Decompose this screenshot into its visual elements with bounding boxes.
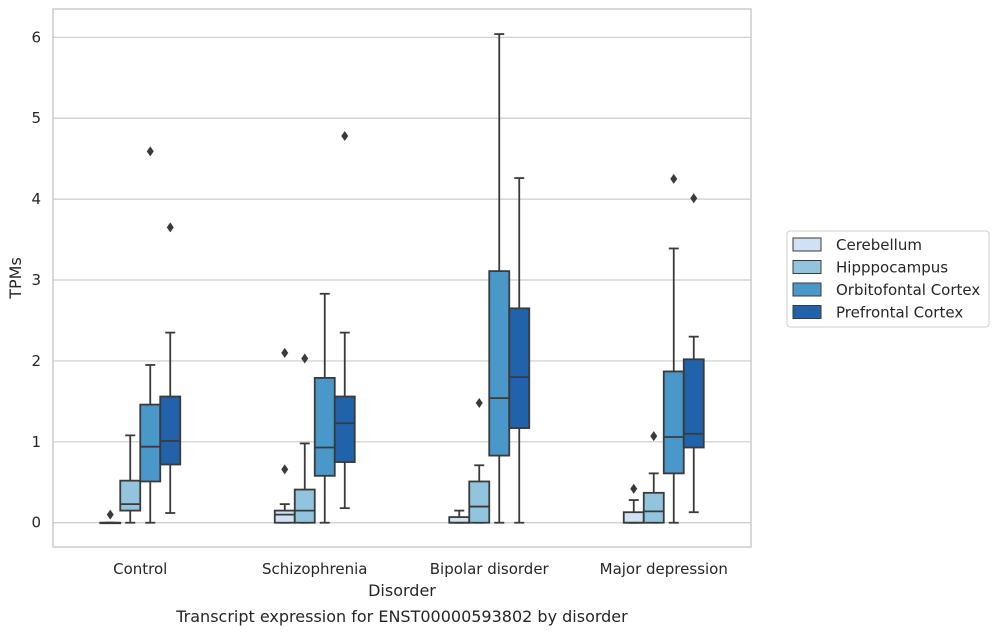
x-tick-label: Major depression <box>600 560 728 578</box>
box-iqr <box>508 307 531 429</box>
box-iqr <box>119 479 142 512</box>
x-tick-label: Schizophrenia <box>262 560 367 578</box>
y-tick-label: 5 <box>31 109 41 127</box>
box-cerebellum <box>273 347 296 524</box>
box-iqr <box>622 511 645 524</box>
outlier-point <box>106 509 114 520</box>
box-iqr <box>273 509 296 524</box>
outlier-point <box>475 397 483 408</box>
box-iqr <box>468 480 491 524</box>
box-orbitofontal-cortex <box>488 33 511 524</box>
box-iqr <box>682 358 705 449</box>
outlier-point <box>146 146 154 157</box>
box-prefrontal-cortex <box>682 193 705 514</box>
box-hipppocampus <box>119 434 142 524</box>
outlier-point <box>650 431 658 442</box>
box-iqr <box>333 395 356 463</box>
outlier-point <box>670 173 678 184</box>
box-iqr <box>662 370 685 475</box>
outlier-point <box>690 193 698 204</box>
boxes-layer <box>99 33 705 525</box>
box-hipppocampus <box>642 431 665 524</box>
legend: Cerebellum Hipppocampus Orbitofontal Corte… <box>786 230 990 328</box>
x-tick-label: Control <box>113 560 167 578</box>
x-axis-label: Disorder <box>368 581 436 600</box>
box-orbitofontal-cortex <box>139 146 162 524</box>
box-orbitofontal-cortex <box>313 292 336 524</box>
legend-swatch <box>792 305 822 319</box>
box-iqr <box>488 270 511 457</box>
box-iqr <box>139 403 162 483</box>
legend-swatch <box>792 282 822 297</box>
box-iqr <box>313 377 336 477</box>
box-cerebellum <box>99 509 122 525</box>
y-tick-label: 4 <box>31 190 41 208</box>
outlier-point <box>281 347 289 358</box>
y-axis-label: TPMs <box>6 257 25 300</box>
outlier-point <box>630 483 638 494</box>
box-prefrontal-cortex <box>508 177 531 524</box>
y-tick-labels: 0 1 2 3 4 5 6 <box>31 28 41 531</box>
legend-label: Hipppocampus <box>836 259 948 277</box>
box-cerebellum <box>622 483 645 524</box>
x-tick-labels: Control Schizophrenia Bipolar disorder Majo… <box>113 560 728 578</box>
chart-caption: Transcript expression for ENST0000059380… <box>175 607 628 626</box>
legend-frame <box>786 230 990 328</box>
legend-label: Cerebellum <box>836 236 922 254</box>
y-tick-label: 1 <box>31 433 41 451</box>
y-tick-label: 0 <box>31 514 41 532</box>
outlier-point <box>301 353 309 364</box>
box-hipppocampus <box>293 353 316 524</box>
legend-swatch <box>792 237 822 252</box>
plot-frame <box>52 8 752 548</box>
outlier-point <box>341 131 349 142</box>
y-tick-label: 2 <box>31 352 41 370</box>
outlier-point <box>166 222 174 233</box>
box-hipppocampus <box>468 397 491 524</box>
y-tick-label: 6 <box>31 28 41 46</box>
box-iqr <box>293 488 316 524</box>
box-orbitofontal-cortex <box>662 173 685 524</box>
box-cerebellum <box>448 509 471 524</box>
y-tick-label: 3 <box>31 271 41 289</box>
box-iqr <box>642 491 665 524</box>
box-prefrontal-cortex <box>333 131 356 510</box>
legend-label: Prefrontal Cortex <box>836 304 963 322</box>
legend-label: Orbitofontal Cortex <box>836 281 980 299</box>
box-iqr <box>159 395 182 466</box>
legend-swatch <box>792 260 822 274</box>
outlier-point <box>281 464 289 475</box>
x-tick-label: Bipolar disorder <box>430 560 550 578</box>
box-prefrontal-cortex <box>159 222 182 514</box>
